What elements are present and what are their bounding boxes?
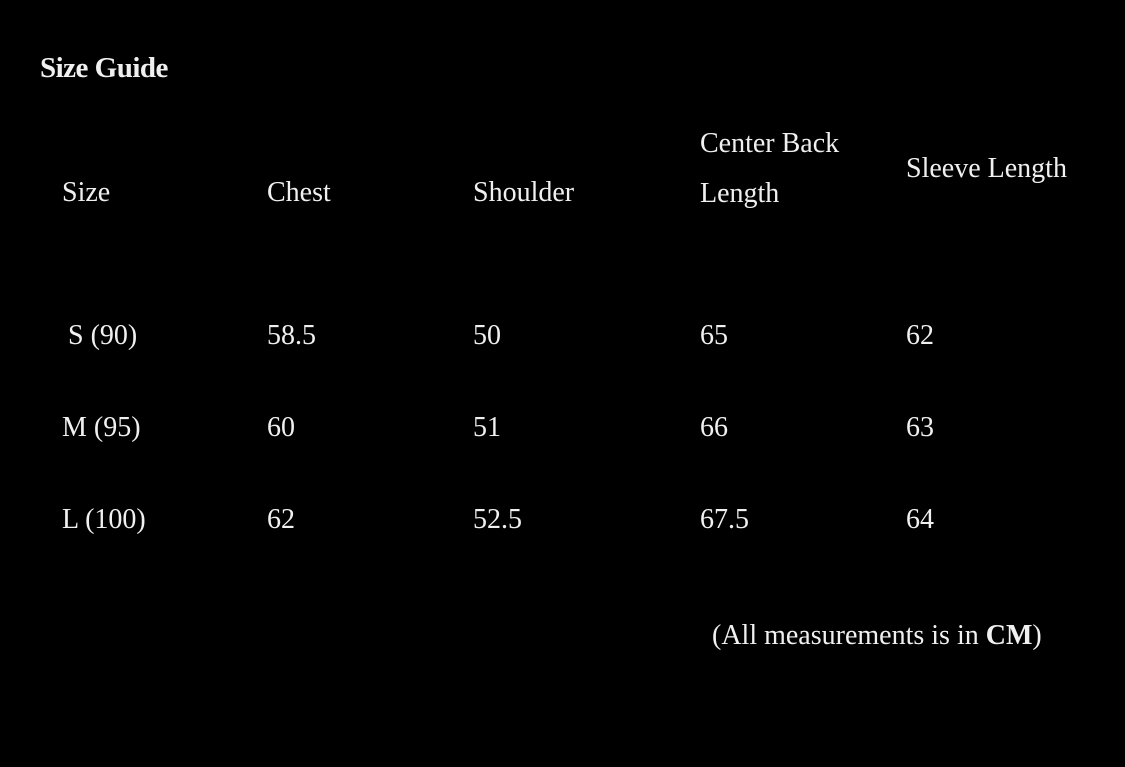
cell-shoulder: 51 xyxy=(473,412,501,443)
cell-shoulder: 50 xyxy=(473,320,501,351)
cell-size: L (100) xyxy=(62,504,146,535)
cell-center-back-length: 66 xyxy=(700,412,728,443)
header-sleeve-length: Sleeve Length xyxy=(906,153,1067,184)
cell-chest: 62 xyxy=(267,504,295,535)
header-size: Size xyxy=(62,177,111,208)
header-chest: Chest xyxy=(267,177,331,208)
cell-sleeve-length: 63 xyxy=(906,412,934,443)
cell-size: M (95) xyxy=(62,412,141,443)
note-prefix: (All measurements is in xyxy=(712,620,986,651)
note-unit: CM xyxy=(985,620,1033,651)
cell-sleeve-length: 62 xyxy=(906,320,934,351)
cell-sleeve-length: 64 xyxy=(906,504,934,535)
cell-size: S (90) xyxy=(68,320,138,351)
cell-chest: 58.5 xyxy=(267,320,316,351)
note-suffix: ) xyxy=(1032,620,1042,651)
cell-shoulder: 52.5 xyxy=(473,504,522,535)
header-center-back-length: Center Back Length xyxy=(700,128,840,209)
cell-center-back-length: 65 xyxy=(700,320,728,351)
page-title: Size Guide xyxy=(40,52,168,84)
header-shoulder: Shoulder xyxy=(473,177,575,208)
cell-center-back-length: 67.5 xyxy=(700,504,749,535)
measurement-note: (All measurements is in CM) xyxy=(712,620,1042,652)
cell-chest: 60 xyxy=(267,412,295,443)
